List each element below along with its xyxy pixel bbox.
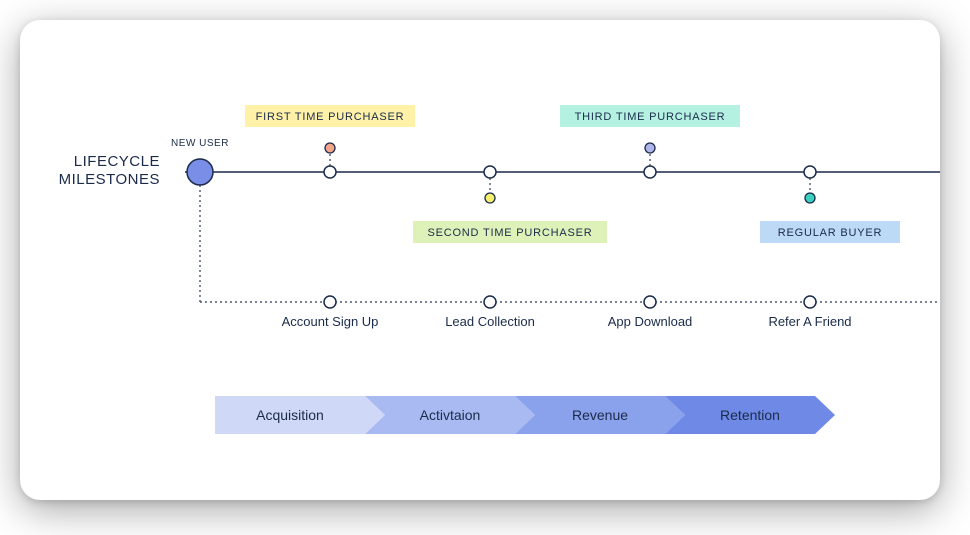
action-label: App Download xyxy=(608,314,693,329)
stage-label: Retention xyxy=(720,407,780,423)
milestone-axis-node xyxy=(804,166,816,178)
stage-label: Revenue xyxy=(572,407,628,423)
milestone-badge-text: SECOND TIME PURCHASER xyxy=(427,227,592,239)
action-node xyxy=(804,296,816,308)
stage-label: Acquisition xyxy=(256,407,324,423)
milestone-axis-node xyxy=(484,166,496,178)
milestone-axis-node xyxy=(644,166,656,178)
title-line1: LIFECYCLE xyxy=(74,153,160,170)
milestone-dot xyxy=(325,143,335,153)
milestone-badge-text: FIRST TIME PURCHASER xyxy=(256,111,405,123)
milestone-badge-text: THIRD TIME PURCHASER xyxy=(575,111,726,123)
stage-label: Activtaion xyxy=(420,407,481,423)
action-label: Account Sign Up xyxy=(282,314,379,329)
start-node-label: NEW USER xyxy=(171,138,229,149)
milestone-dot xyxy=(485,193,495,203)
action-node xyxy=(644,296,656,308)
milestone-dot xyxy=(645,143,655,153)
action-label: Refer A Friend xyxy=(768,314,851,329)
milestone-dot xyxy=(805,193,815,203)
action-node xyxy=(324,296,336,308)
milestone-axis-node xyxy=(324,166,336,178)
start-node xyxy=(187,159,213,185)
diagram-card: LIFECYCLEMILESTONES NEW USER FIRST TIME PU… xyxy=(20,20,940,500)
action-label: Lead Collection xyxy=(445,314,535,329)
diagram-svg: LIFECYCLEMILESTONES NEW USER FIRST TIME PU… xyxy=(20,20,940,500)
title-line2: MILESTONES xyxy=(59,171,160,188)
action-node xyxy=(484,296,496,308)
milestone-badge-text: REGULAR BUYER xyxy=(778,227,883,239)
